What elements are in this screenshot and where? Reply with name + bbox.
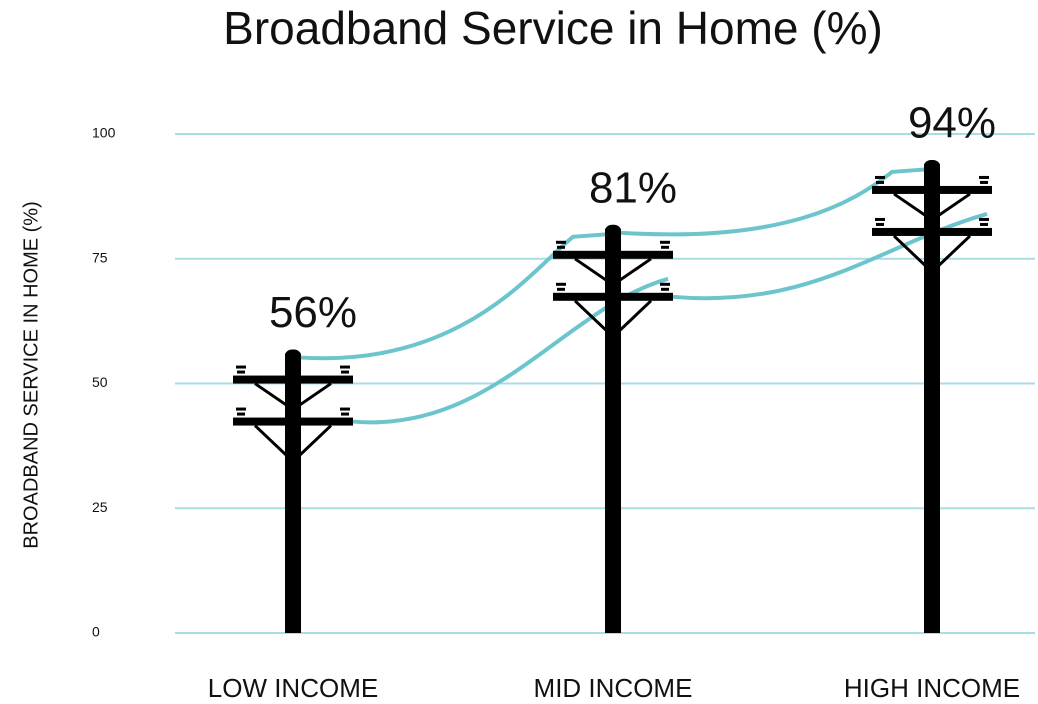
insulator xyxy=(236,407,246,411)
insulator xyxy=(980,222,988,226)
crossarm xyxy=(553,250,673,259)
crossarm xyxy=(872,185,992,194)
pole xyxy=(924,163,940,633)
insulator xyxy=(661,245,669,249)
brace xyxy=(573,257,653,339)
insulator xyxy=(237,370,245,374)
brace xyxy=(892,192,972,275)
value-label: 94% xyxy=(908,99,996,148)
pole-cap xyxy=(924,159,940,172)
chart-title: Broadband Service in Home (%) xyxy=(223,2,883,54)
insulator xyxy=(979,217,989,221)
y-tick-label: 25 xyxy=(92,499,108,515)
insulator xyxy=(661,287,669,291)
y-tick-label: 50 xyxy=(92,374,108,390)
insulator xyxy=(556,240,566,244)
y-tick-label: 0 xyxy=(92,624,100,640)
insulator xyxy=(876,180,884,184)
pole xyxy=(605,228,621,633)
x-tick-label: HIGH INCOME xyxy=(844,673,1020,703)
insulator xyxy=(340,407,350,411)
insulator xyxy=(236,365,246,369)
insulator xyxy=(237,412,245,416)
insulator xyxy=(340,365,350,369)
insulator xyxy=(660,282,670,286)
wire xyxy=(620,166,933,237)
pole xyxy=(285,353,301,633)
insulator xyxy=(875,217,885,221)
insulator xyxy=(875,175,885,179)
insulator xyxy=(557,287,565,291)
value-label: 56% xyxy=(269,288,357,337)
y-axis-label: BROADBAND SERVICE IN HOME (%) xyxy=(20,201,42,548)
insulator xyxy=(979,175,989,179)
crossarm xyxy=(233,417,353,426)
insulator xyxy=(876,222,884,226)
insulator xyxy=(557,245,565,249)
pole-cap xyxy=(605,224,621,237)
insulator xyxy=(660,240,670,244)
insulator xyxy=(980,180,988,184)
value-label: 81% xyxy=(589,163,677,212)
crossarm xyxy=(233,375,353,384)
brace xyxy=(253,382,333,464)
wire xyxy=(672,212,988,301)
crossarm xyxy=(553,292,673,301)
insulator xyxy=(341,412,349,416)
insulator xyxy=(556,282,566,286)
crossarm xyxy=(872,227,992,236)
pole-cap xyxy=(285,349,301,362)
y-tick-label: 75 xyxy=(92,249,108,265)
x-tick-label: MID INCOME xyxy=(534,673,693,703)
x-tick-label: LOW INCOME xyxy=(208,673,378,703)
y-tick-label: 100 xyxy=(92,125,116,141)
insulator xyxy=(341,370,349,374)
